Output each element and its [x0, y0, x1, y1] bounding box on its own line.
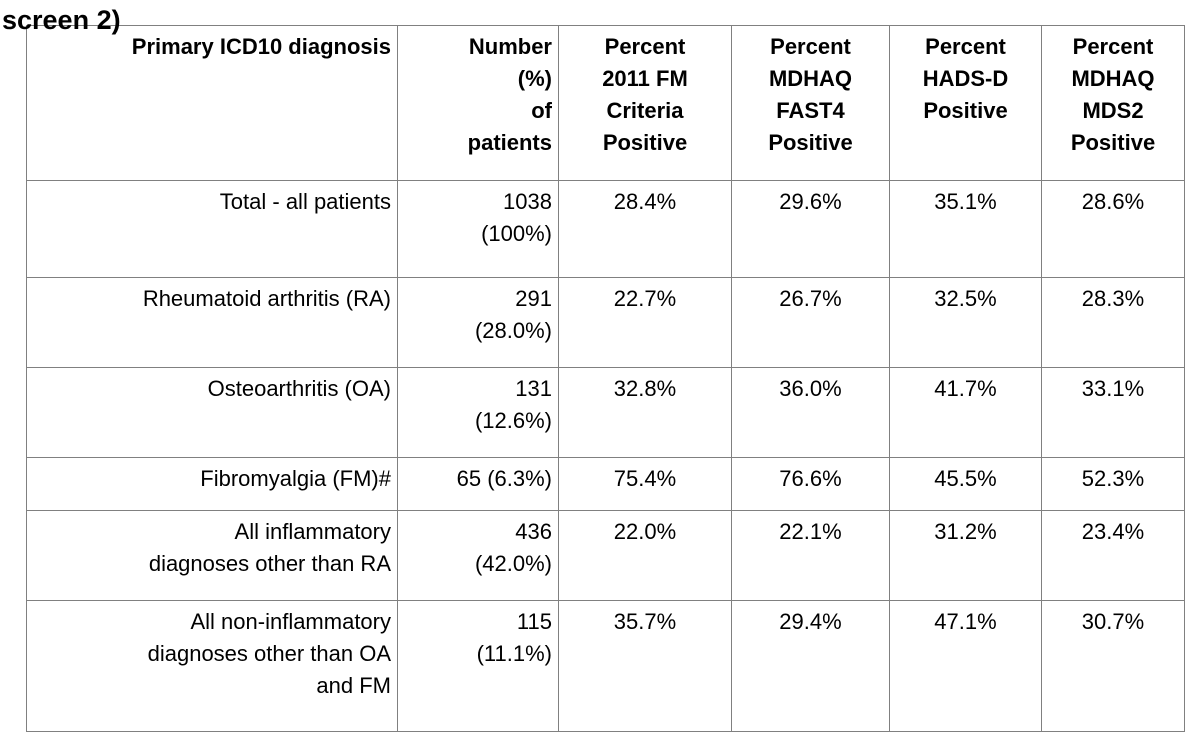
cell-mds2: 23.4% — [1041, 510, 1185, 601]
cell-fm-criteria: 22.7% — [558, 277, 732, 368]
cell-mds2: 33.1% — [1041, 367, 1185, 458]
cell-hads-d: 45.5% — [889, 457, 1042, 511]
cell-number-patients: 65 (6.3%) — [397, 457, 559, 511]
cell-diagnosis: Total - all patients — [26, 180, 398, 278]
table-row-rheumatoid-arthritis: Rheumatoid arthritis (RA) 291 (28.0%) 22… — [26, 277, 1185, 368]
header-number-of-patients: Number (%) of patients — [397, 25, 559, 181]
cell-fm-criteria: 35.7% — [558, 600, 732, 732]
cell-fm-criteria: 28.4% — [558, 180, 732, 278]
cell-fast4: 29.6% — [731, 180, 890, 278]
cell-diagnosis: Fibromyalgia (FM)# — [26, 457, 398, 511]
cell-fm-criteria: 22.0% — [558, 510, 732, 601]
diagnosis-results-table: Primary ICD10 diagnosis Number (%) of pa… — [26, 25, 1185, 732]
table-row-osteoarthritis: Osteoarthritis (OA) 131 (12.6%) 32.8% 36… — [26, 367, 1185, 458]
table-row-all-non-inflammatory-other-than-oa-fm: All non-inflammatory diagnoses other tha… — [26, 600, 1185, 732]
header-percent-2011-fm-criteria: Percent 2011 FM Criteria Positive — [558, 25, 732, 181]
cell-mds2: 30.7% — [1041, 600, 1185, 732]
cell-fast4: 36.0% — [731, 367, 890, 458]
cell-diagnosis: All inflammatory diagnoses other than RA — [26, 510, 398, 601]
cell-fm-criteria: 32.8% — [558, 367, 732, 458]
header-percent-mdhaq-mds2: Percent MDHAQ MDS2 Positive — [1041, 25, 1185, 181]
header-primary-icd10-diagnosis: Primary ICD10 diagnosis — [26, 25, 398, 181]
table-row-fibromyalgia: Fibromyalgia (FM)# 65 (6.3%) 75.4% 76.6%… — [26, 457, 1185, 511]
cell-hads-d: 41.7% — [889, 367, 1042, 458]
cell-fast4: 76.6% — [731, 457, 890, 511]
cell-fast4: 26.7% — [731, 277, 890, 368]
cell-number-patients: 436 (42.0%) — [397, 510, 559, 601]
cell-fm-criteria: 75.4% — [558, 457, 732, 511]
cell-mds2: 52.3% — [1041, 457, 1185, 511]
page: { "page": { "clipped_caption": "screen 2… — [0, 5, 1204, 748]
table-row-all-inflammatory-other-than-ra: All inflammatory diagnoses other than RA… — [26, 510, 1185, 601]
header-percent-hads-d: Percent HADS-D Positive — [889, 25, 1042, 181]
table-row-total-all-patients: Total - all patients 1038 (100%) 28.4% 2… — [26, 180, 1185, 278]
cell-hads-d: 32.5% — [889, 277, 1042, 368]
cell-hads-d: 35.1% — [889, 180, 1042, 278]
header-percent-mdhaq-fast4: Percent MDHAQ FAST4 Positive — [731, 25, 890, 181]
cell-number-patients: 115 (11.1%) — [397, 600, 559, 732]
cell-hads-d: 31.2% — [889, 510, 1042, 601]
cell-hads-d: 47.1% — [889, 600, 1042, 732]
cell-mds2: 28.6% — [1041, 180, 1185, 278]
cell-number-patients: 131 (12.6%) — [397, 367, 559, 458]
cell-diagnosis: All non-inflammatory diagnoses other tha… — [26, 600, 398, 732]
cell-mds2: 28.3% — [1041, 277, 1185, 368]
cell-fast4: 22.1% — [731, 510, 890, 601]
header-row: Primary ICD10 diagnosis Number (%) of pa… — [26, 25, 1185, 181]
clipped-caption-text: screen 2) — [2, 5, 121, 35]
cell-diagnosis: Rheumatoid arthritis (RA) — [26, 277, 398, 368]
cell-number-patients: 291 (28.0%) — [397, 277, 559, 368]
cell-fast4: 29.4% — [731, 600, 890, 732]
cell-number-patients: 1038 (100%) — [397, 180, 559, 278]
cell-diagnosis: Osteoarthritis (OA) — [26, 367, 398, 458]
